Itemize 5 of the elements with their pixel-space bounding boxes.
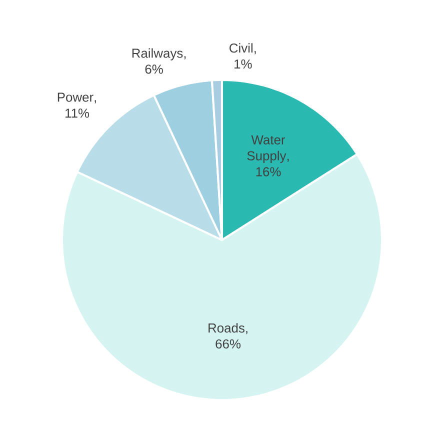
data-label: , 66% — [216, 331, 248, 349]
slice-label: Civil — [230, 43, 252, 53]
slice-label: Roads — [208, 323, 244, 333]
data-label: , 1% — [234, 51, 256, 69]
slice-label: Power — [58, 92, 94, 102]
